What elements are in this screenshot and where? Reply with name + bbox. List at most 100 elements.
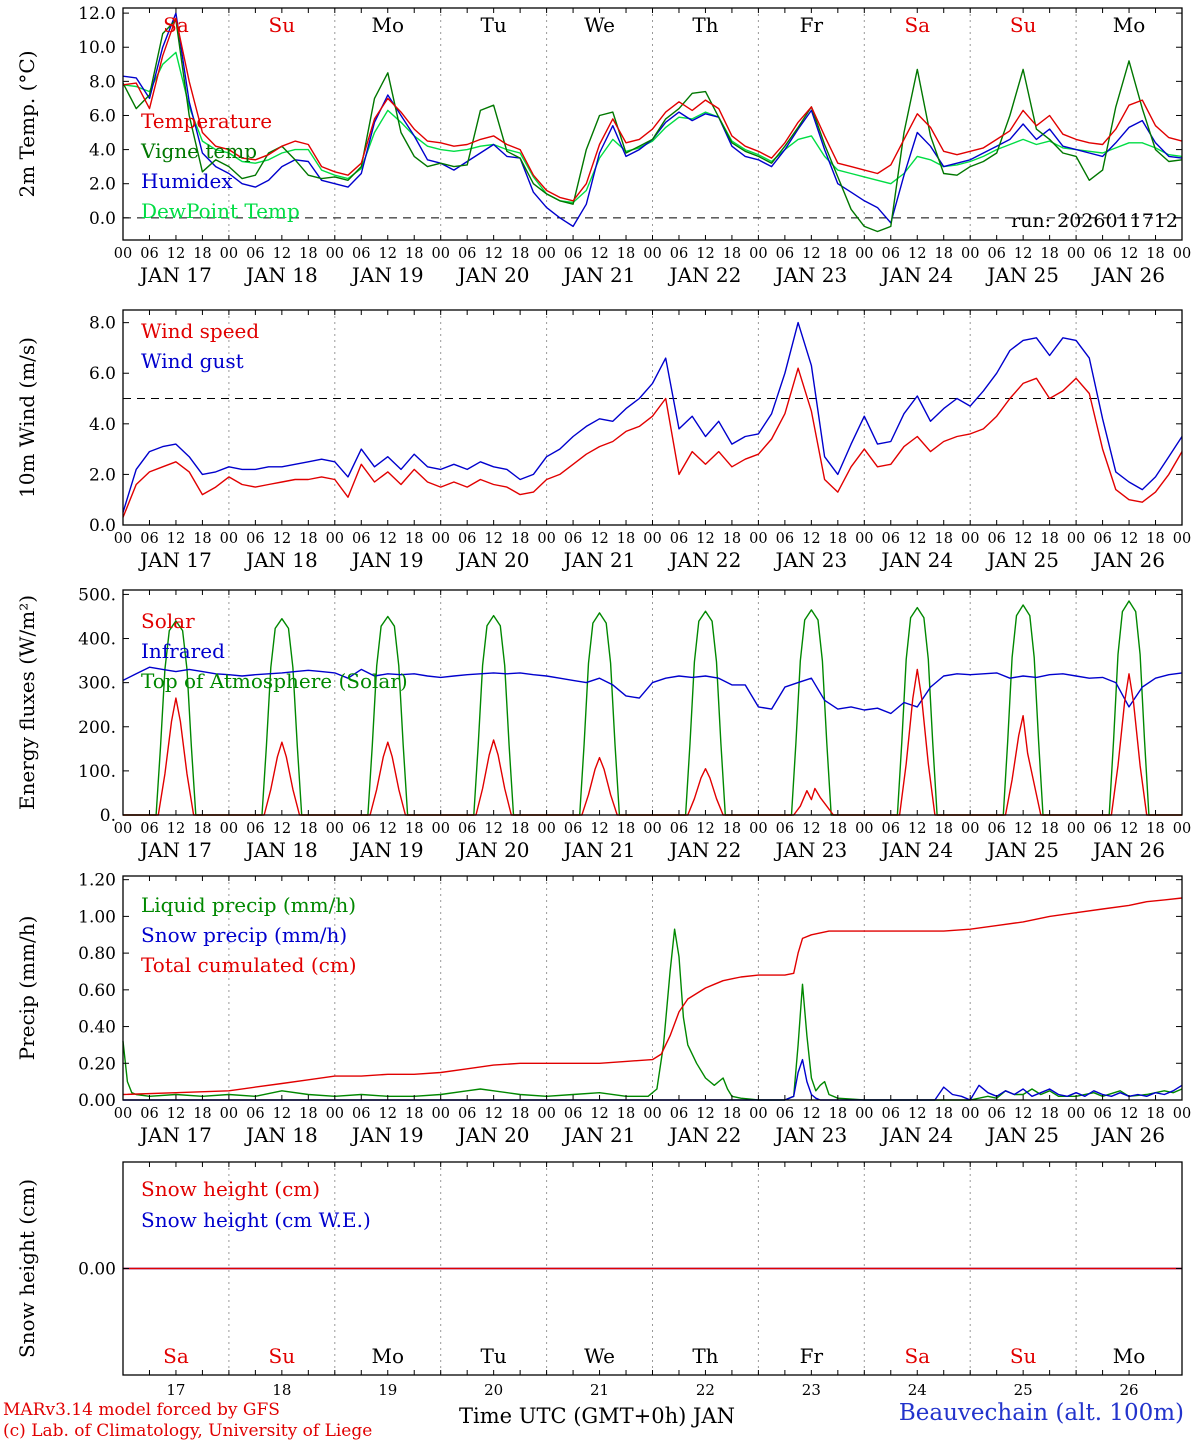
svg-text:8.0: 8.0: [89, 314, 116, 334]
svg-text:06: 06: [564, 246, 582, 262]
svg-text:00: 00: [220, 246, 238, 262]
svg-text:06: 06: [140, 246, 158, 262]
svg-text:17: 17: [166, 1381, 185, 1399]
panel-energy: 0. 100. 200. 300. 400. 500. Energy fluxes (W/m…: [15, 585, 1191, 862]
svg-text:00: 00: [1067, 531, 1085, 547]
svg-text:06: 06: [776, 531, 794, 547]
svg-text:06: 06: [564, 1106, 582, 1122]
svg-text:JAN 22: JAN 22: [668, 548, 742, 572]
svg-text:06: 06: [670, 821, 688, 837]
svg-text:12: 12: [167, 1106, 185, 1122]
svg-text:18: 18: [934, 246, 952, 262]
svg-text:23: 23: [802, 1381, 821, 1399]
svg-text:18: 18: [405, 821, 423, 837]
svg-text:JAN 19: JAN 19: [350, 263, 424, 287]
svg-text:20: 20: [484, 1381, 503, 1399]
svg-text:06: 06: [776, 821, 794, 837]
svg-text:00: 00: [1173, 821, 1191, 837]
svg-text:06: 06: [670, 1106, 688, 1122]
svg-text:Infrared: Infrared: [141, 639, 225, 663]
svg-text:JAN 22: JAN 22: [668, 263, 742, 287]
svg-text:00: 00: [114, 246, 132, 262]
svg-text:06: 06: [987, 246, 1005, 262]
svg-text:12: 12: [167, 246, 185, 262]
svg-text:Snow height (cm): Snow height (cm): [141, 1177, 320, 1201]
svg-text:24: 24: [908, 1381, 927, 1399]
svg-text:19: 19: [378, 1381, 397, 1399]
svg-text:18: 18: [723, 531, 741, 547]
svg-text:JAN 26: JAN 26: [1091, 838, 1165, 862]
svg-text:JAN 25: JAN 25: [985, 548, 1059, 572]
svg-text:Mo: Mo: [371, 13, 404, 37]
series-liquid-precip-mm-h-: [122, 928, 1183, 1101]
svg-text:06: 06: [670, 531, 688, 547]
svg-text:JAN 23: JAN 23: [773, 838, 847, 862]
svg-text:18: 18: [1146, 531, 1164, 547]
svg-text:00: 00: [1173, 531, 1191, 547]
series-temperature: [122, 17, 1183, 202]
svg-text:06: 06: [882, 246, 900, 262]
svg-text:JAN 21: JAN 21: [562, 263, 636, 287]
svg-text:18: 18: [617, 821, 635, 837]
svg-text:Mo: Mo: [1113, 13, 1146, 37]
svg-text:00: 00: [220, 1106, 238, 1122]
svg-text:26: 26: [1120, 1381, 1139, 1399]
svg-text:JAN 20: JAN 20: [456, 548, 530, 572]
svg-text:18: 18: [1146, 1106, 1164, 1122]
svg-text:00: 00: [537, 1106, 555, 1122]
svg-text:12: 12: [802, 1106, 820, 1122]
svg-text:00: 00: [1067, 821, 1085, 837]
svg-text:12: 12: [802, 821, 820, 837]
svg-text:06: 06: [352, 531, 370, 547]
svg-text:06: 06: [1093, 531, 1111, 547]
svg-text:00: 00: [749, 821, 767, 837]
svg-text:00: 00: [749, 246, 767, 262]
svg-text:00: 00: [855, 531, 873, 547]
svg-text:Th: Th: [692, 13, 718, 37]
svg-text:JAN 25: JAN 25: [985, 1123, 1059, 1147]
svg-text:Liquid precip (mm/h): Liquid precip (mm/h): [141, 893, 356, 917]
series-wind-speed: [122, 367, 1183, 518]
svg-text:Tu: Tu: [481, 1344, 507, 1368]
svg-text:00: 00: [537, 531, 555, 547]
svg-text:12: 12: [1120, 821, 1138, 837]
svg-text:JAN 25: JAN 25: [985, 263, 1059, 287]
svg-text:300.: 300.: [78, 674, 116, 694]
svg-text:JAN 18: JAN 18: [244, 548, 318, 572]
svg-text:0.40: 0.40: [78, 1018, 116, 1038]
svg-text:18: 18: [723, 1106, 741, 1122]
svg-text:18: 18: [829, 1106, 847, 1122]
svg-text:12: 12: [484, 531, 502, 547]
svg-text:2.0: 2.0: [89, 175, 116, 195]
svg-text:06: 06: [246, 246, 264, 262]
series-snow-precip-mm-h-: [123, 1058, 1183, 1101]
svg-text:JAN 19: JAN 19: [350, 548, 424, 572]
svg-text:06: 06: [140, 531, 158, 547]
svg-text:Sa: Sa: [904, 1344, 930, 1368]
svg-text:500.: 500.: [78, 585, 116, 605]
svg-text:12: 12: [590, 821, 608, 837]
svg-text:22: 22: [696, 1381, 715, 1399]
svg-text:12: 12: [1120, 246, 1138, 262]
svg-text:12: 12: [590, 1106, 608, 1122]
svg-text:JAN 17: JAN 17: [138, 838, 212, 862]
svg-text:12: 12: [273, 531, 291, 547]
svg-text:18: 18: [934, 1106, 952, 1122]
svg-text:06: 06: [352, 246, 370, 262]
svg-text:DewPoint Temp: DewPoint Temp: [141, 199, 300, 223]
svg-text:12: 12: [908, 246, 926, 262]
svg-text:18: 18: [723, 246, 741, 262]
svg-text:JAN 18: JAN 18: [244, 1123, 318, 1147]
svg-text:18: 18: [193, 1106, 211, 1122]
svg-text:Top of Atmosphere (Solar): Top of Atmosphere (Solar): [141, 669, 408, 693]
svg-text:We: We: [584, 1344, 615, 1368]
svg-text:JAN 23: JAN 23: [773, 263, 847, 287]
svg-text:00: 00: [114, 1106, 132, 1122]
svg-text:06: 06: [352, 1106, 370, 1122]
svg-text:06: 06: [458, 531, 476, 547]
svg-text:12: 12: [1120, 531, 1138, 547]
svg-text:12: 12: [802, 246, 820, 262]
svg-text:JAN 23: JAN 23: [773, 1123, 847, 1147]
svg-text:06: 06: [140, 821, 158, 837]
